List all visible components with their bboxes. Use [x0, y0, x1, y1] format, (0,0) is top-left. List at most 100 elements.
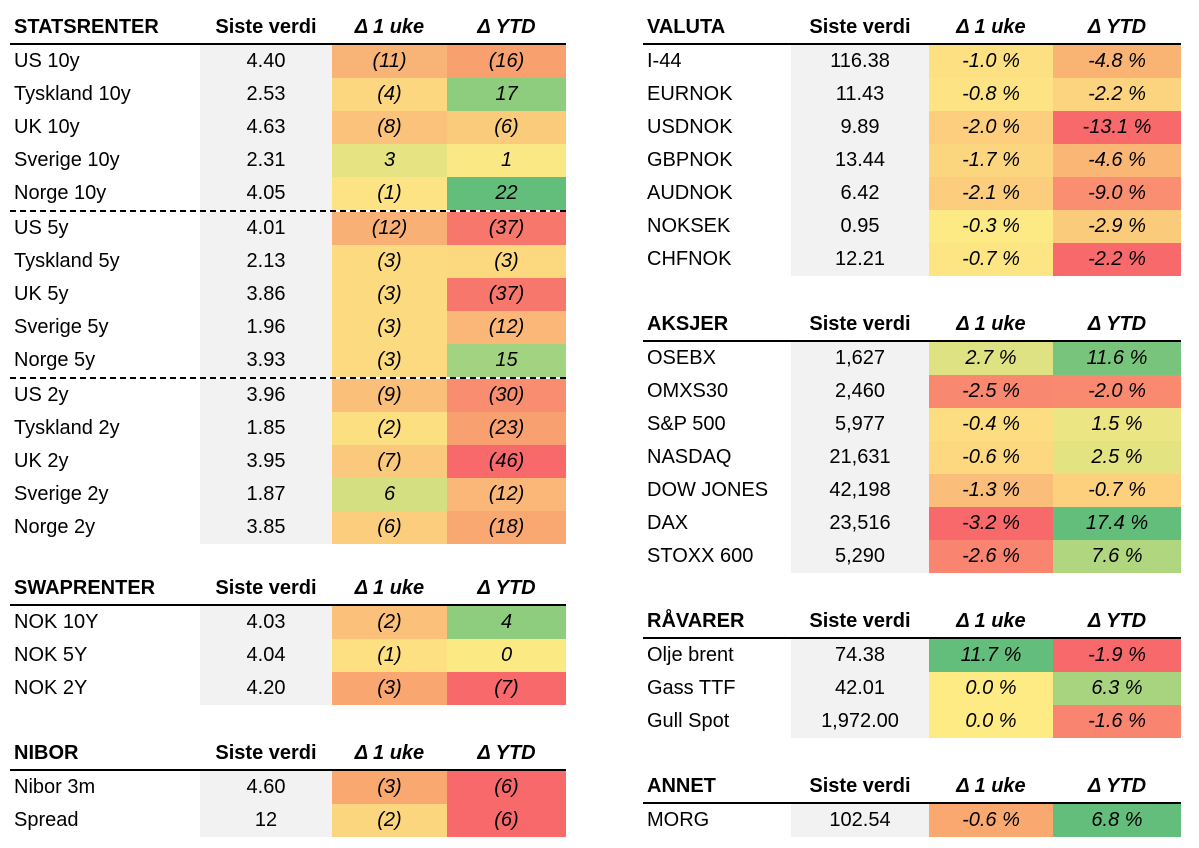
row-change-ytd: 6.3 % [1053, 672, 1181, 705]
column-header-siste-verdi: Siste verdi [215, 742, 317, 764]
table-row: Sverige 10y 2.31 3 1 [10, 144, 566, 177]
table-title: ANNET [647, 775, 716, 797]
row-change-1-uke: (3) [332, 771, 447, 804]
row-value: 4.63 [200, 111, 332, 144]
row-name: Tyskland 5y [14, 250, 120, 272]
table-row: Sverige 2y 1.87 6 (12) [10, 478, 566, 511]
row-name: UK 5y [14, 283, 69, 305]
row-change-1-uke: (3) [332, 672, 447, 705]
table-row: Gull Spot 1,972.00 0.0 % -1.6 % [643, 705, 1181, 738]
table-row: Norge 2y 3.85 (6) (18) [10, 511, 566, 544]
table-row: Norge 10y 4.05 (1) 22 [10, 177, 566, 210]
row-change-ytd: -2.2 % [1053, 78, 1181, 111]
row-value: 9.89 [791, 111, 929, 144]
row-change-ytd: (6) [447, 804, 566, 837]
row-change-1-uke: 6 [332, 478, 447, 511]
row-change-1-uke: -0.7 % [929, 243, 1053, 276]
row-change-ytd: (12) [447, 478, 566, 511]
column-header-ytd: Δ YTD [477, 16, 536, 38]
row-change-1-uke: -1.7 % [929, 144, 1053, 177]
row-name: NOK 5Y [14, 644, 88, 666]
row-change-ytd: -13.1 % [1053, 111, 1181, 144]
row-change-ytd: -1.9 % [1053, 639, 1181, 672]
row-value: 12 [200, 804, 332, 837]
row-value: 1.87 [200, 478, 332, 511]
row-change-1-uke: (12) [332, 212, 447, 245]
column-header-1-uke: Δ 1 uke [956, 16, 1026, 38]
row-change-1-uke: (9) [332, 379, 447, 412]
column-header-ytd: Δ YTD [1087, 16, 1147, 38]
row-name: Norge 10y [14, 182, 107, 204]
row-name: Gull Spot [647, 710, 730, 732]
row-name: CHFNOK [647, 248, 732, 270]
column-header-siste-verdi: Siste verdi [809, 313, 911, 335]
row-name: Tyskland 2y [14, 417, 120, 439]
row-name: I-44 [647, 50, 682, 72]
row-change-1-uke: (1) [332, 177, 447, 210]
row-name: Tyskland 10y [14, 83, 131, 105]
row-change-ytd: 1 [447, 144, 566, 177]
row-change-1-uke: 2.7 % [929, 342, 1053, 375]
table-row: Norge 5y 3.93 (3) 15 [10, 344, 566, 377]
row-change-ytd: -2.9 % [1053, 210, 1181, 243]
row-value: 5,290 [791, 540, 929, 573]
table-title: VALUTA [647, 16, 726, 38]
row-change-1-uke: (6) [332, 511, 447, 544]
row-name: US 2y [14, 384, 69, 406]
table-row: DOW JONES 42,198 -1.3 % -0.7 % [643, 474, 1181, 507]
row-name: NOKSEK [647, 215, 731, 237]
row-change-1-uke: -0.4 % [929, 408, 1053, 441]
row-name: GBPNOK [647, 149, 733, 171]
row-change-ytd: -2.2 % [1053, 243, 1181, 276]
row-name: Nibor 3m [14, 776, 96, 798]
row-change-ytd: (3) [447, 245, 566, 278]
column-header-1-uke: Δ 1 uke [956, 313, 1026, 335]
row-value: 1.85 [200, 412, 332, 445]
column-header-ytd: Δ YTD [1087, 775, 1147, 797]
row-change-1-uke: -0.6 % [929, 441, 1053, 474]
table-header: ANNET Siste verdi Δ 1 uke Δ YTD [643, 771, 1181, 804]
row-name: S&P 500 [647, 413, 726, 435]
row-change-1-uke: (7) [332, 445, 447, 478]
row-value: 3.96 [200, 379, 332, 412]
table-row: Sverige 5y 1.96 (3) (12) [10, 311, 566, 344]
row-change-1-uke: -2.0 % [929, 111, 1053, 144]
table-title: SWAPRENTER [14, 577, 156, 599]
row-change-1-uke: -0.6 % [929, 804, 1053, 837]
row-change-ytd: -9.0 % [1053, 177, 1181, 210]
row-change-ytd: 4 [447, 606, 566, 639]
row-change-ytd: -2.0 % [1053, 375, 1181, 408]
row-change-ytd: 1.5 % [1053, 408, 1181, 441]
column-header-1-uke: Δ 1 uke [956, 610, 1026, 632]
table-header: SWAPRENTER Siste verdi Δ 1 uke Δ YTD [10, 573, 566, 606]
row-name: EURNOK [647, 83, 733, 105]
row-change-1-uke: (3) [332, 278, 447, 311]
column-header-ytd: Δ YTD [477, 577, 536, 599]
table-row: CHFNOK 12.21 -0.7 % -2.2 % [643, 243, 1181, 276]
table-aksjer: AKSJER Siste verdi Δ 1 uke Δ YTD OSEBX 1,627 2… [643, 309, 1181, 573]
row-change-1-uke: 11.7 % [929, 639, 1053, 672]
row-value: 3.93 [200, 344, 332, 377]
row-change-ytd: (23) [447, 412, 566, 445]
row-change-ytd: (18) [447, 511, 566, 544]
row-name: Sverige 5y [14, 316, 109, 338]
row-change-ytd: -1.6 % [1053, 705, 1181, 738]
row-change-ytd: 17 [447, 78, 566, 111]
column-header-1-uke: Δ 1 uke [354, 577, 425, 599]
table-row: USDNOK 9.89 -2.0 % -13.1 % [643, 111, 1181, 144]
row-value: 4.05 [200, 177, 332, 210]
row-value: 4.20 [200, 672, 332, 705]
table-row: OSEBX 1,627 2.7 % 11.6 % [643, 342, 1181, 375]
row-value: 6.42 [791, 177, 929, 210]
row-value: 4.40 [200, 45, 332, 78]
row-value: 3.86 [200, 278, 332, 311]
row-change-1-uke: (1) [332, 639, 447, 672]
column-header-ytd: Δ YTD [1087, 610, 1147, 632]
table-title: RÅVARER [647, 610, 745, 632]
row-change-ytd: (16) [447, 45, 566, 78]
table-header: STATSRENTER Siste verdi Δ 1 uke Δ YTD [10, 12, 566, 45]
row-change-1-uke: (3) [332, 245, 447, 278]
table-row: EURNOK 11.43 -0.8 % -2.2 % [643, 78, 1181, 111]
row-change-1-uke: -0.3 % [929, 210, 1053, 243]
row-name: Spread [14, 809, 79, 831]
